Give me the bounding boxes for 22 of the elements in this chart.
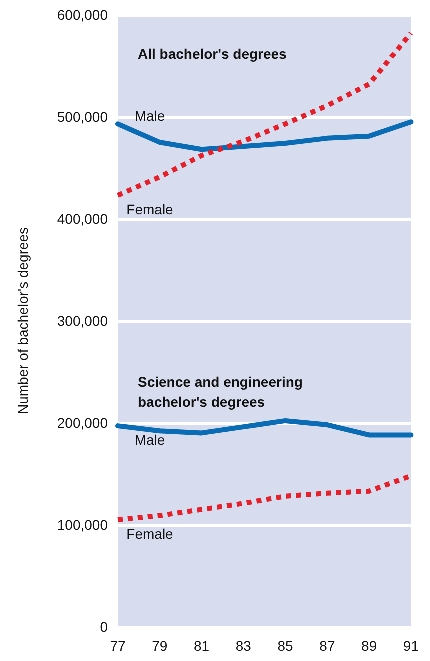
x-tick-label: 91 <box>403 638 420 654</box>
series-label: Female <box>126 526 174 542</box>
y-tick-label: 100,000 <box>57 517 108 533</box>
x-tick-label: 89 <box>362 638 378 654</box>
y-tick-label: 300,000 <box>57 313 108 329</box>
annotation: All bachelor's degrees <box>138 46 288 62</box>
series-label: Male <box>134 108 166 124</box>
y-axis-title: Number of bachelor's degrees <box>15 227 31 415</box>
y-tick-label: 500,000 <box>57 109 108 125</box>
x-tick-label: 83 <box>236 638 252 654</box>
y-tick-label: 600,000 <box>57 7 108 23</box>
x-tick-label: 87 <box>320 638 336 654</box>
x-tick-label: 77 <box>110 638 126 654</box>
x-tick-label: 85 <box>278 638 294 654</box>
y-tick-label: 0 <box>100 619 108 635</box>
x-tick-label: 81 <box>194 638 210 654</box>
y-tick-label: 400,000 <box>57 211 108 227</box>
y-tick-label: 200,000 <box>57 415 108 431</box>
series-label: Male <box>134 432 166 448</box>
x-tick-label: 79 <box>152 638 168 654</box>
series-label: Female <box>126 202 174 218</box>
annotation: Science and engineering bachelor's degrees <box>138 374 307 410</box>
